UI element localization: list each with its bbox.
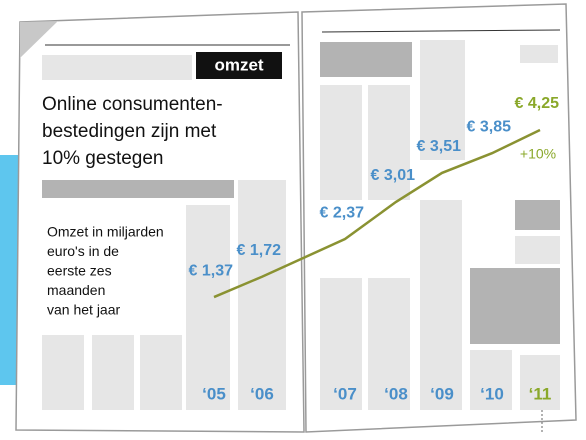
x-tick-label: ‘07	[333, 384, 357, 403]
x-tick-label: ‘10	[480, 384, 504, 403]
x-tick-label: ‘06	[250, 384, 274, 403]
x-tick-label: ‘08	[384, 384, 408, 403]
note: maanden	[47, 282, 105, 298]
note: Omzet in miljarden	[47, 224, 164, 240]
value-label: € 1,37	[189, 262, 234, 279]
note: eerste zes	[47, 263, 112, 279]
x-tick-label: ‘09	[430, 384, 454, 403]
x-tick-label: ‘05	[202, 384, 226, 403]
annotation: +10%	[520, 146, 556, 162]
note: euro's in de	[47, 243, 119, 259]
x-tick-label: ‘11	[529, 384, 552, 403]
value-label: € 1,72	[237, 242, 282, 259]
note: van het jaar	[47, 302, 120, 318]
subtitle: bestedingen zijn met	[42, 121, 217, 142]
chart: omzet Online consumenten-bestedingen zij…	[0, 0, 586, 435]
value-label: € 2,37	[320, 204, 365, 221]
value-label: € 3,51	[417, 138, 462, 155]
value-label: € 3,01	[371, 167, 416, 184]
value-label: € 4,25	[515, 95, 560, 112]
chart-title: omzet	[214, 55, 263, 74]
subtitle: Online consumenten-	[42, 94, 223, 115]
value-label: € 3,85	[467, 118, 512, 135]
subtitle: 10% gestegen	[42, 148, 164, 169]
